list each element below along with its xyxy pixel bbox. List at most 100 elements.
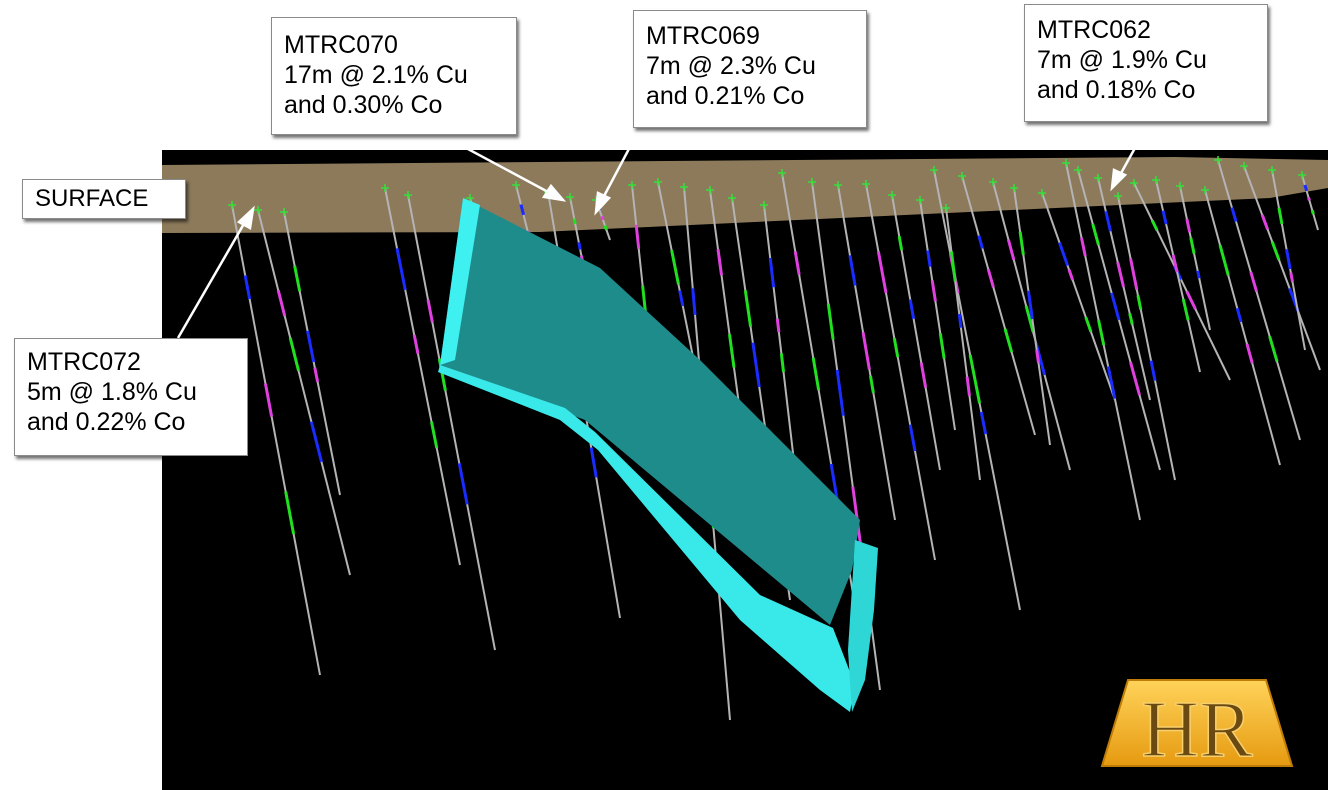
assay-interval [957,313,963,328]
drill-trace [257,209,351,576]
assay-interval [1097,319,1106,346]
collar-marker [916,196,924,204]
collar-marker [1074,166,1082,174]
assay-interval [1104,210,1112,232]
callout-mtrc072: MTRC072 5m @ 1.8% Cu and 0.22% Co [14,338,248,456]
collar-marker [888,191,896,199]
collar-marker [381,184,389,192]
assay-interval [600,215,605,221]
assay-interval [728,334,736,368]
callout-hole-id: MTRC062 [1037,16,1151,44]
assay-interval [768,257,776,288]
assay-interval [1034,342,1047,376]
collar-marker [808,178,816,186]
assay-interval [848,255,857,286]
assay-interval [1018,231,1025,256]
drill-trace [1041,192,1116,401]
drill-trace [1243,165,1321,371]
ore-body [438,198,878,712]
assay-interval [908,299,916,320]
collar-marker [778,169,786,177]
collar-marker [466,194,474,202]
assay-interval [1268,335,1279,363]
assay-interval [1249,271,1258,293]
surface-band [162,157,1328,233]
assay-interval [779,353,786,373]
assay-interval [1149,360,1157,381]
assay-interval [930,280,937,302]
assay-interval [1196,270,1201,279]
assay-interval [926,250,932,267]
assay-interval [1285,248,1292,270]
assay-interval [284,491,296,535]
assay-interval [577,242,582,250]
assay-interval [1129,361,1141,396]
assay-interval [1289,272,1294,282]
collar-marker [1094,174,1102,182]
assay-interval [1035,349,1040,363]
drill-trace [1179,185,1211,331]
drill-trace [407,194,496,651]
assay-interval [519,204,525,216]
collar-marker [1114,192,1122,200]
collar-marker [566,193,574,201]
collar-marker [1130,179,1138,187]
assay-interval [395,248,407,291]
assay-interval [306,330,316,363]
collar-marker [680,183,688,191]
assay-interval [1307,197,1311,201]
assay-interval [1260,214,1269,230]
assay-interval [968,354,982,404]
drill-trace [763,204,796,471]
collar-marker [989,178,997,186]
assay-interval [309,421,323,463]
assay-interval [851,486,862,543]
assay-interval [861,332,871,370]
assay-interval [1303,184,1309,192]
assay-interval [572,218,577,225]
assay-interval [1116,262,1125,288]
collar-marker [958,172,966,180]
drill-trace [1204,189,1281,466]
assay-interval [1136,295,1143,310]
callout-cobalt: and 0.30% Co [284,91,443,119]
collar-marker [1152,176,1160,184]
assay-interval [1128,313,1134,325]
assay-interval [670,249,680,285]
assay-interval [949,251,957,282]
assay-interval [263,383,274,417]
collar-marker [1010,184,1018,192]
assay-interval [1067,269,1075,281]
assay-interval [603,225,608,231]
assay-interval [430,421,439,449]
assay-interval [811,357,821,391]
assay-interval [678,290,685,307]
assay-interval [965,376,971,396]
callout-mtrc062: MTRC062 7m @ 1.9% Cu and 0.18% Co [1024,4,1268,122]
drill-trace [1301,174,1319,231]
assay-interval [288,337,300,371]
ore-body-ridge [440,198,480,365]
assay-interval [977,235,984,249]
assay-interval [979,411,988,435]
ore-body-top-face [440,198,860,625]
logo-text: HR [1141,686,1253,768]
assay-interval [751,342,761,388]
assay-interval [1161,210,1168,225]
assay-interval [775,318,781,333]
callout-intercept: 17m @ 2.1% Cu [284,61,468,89]
assay-interval [426,299,434,323]
ore-body-edge [848,540,878,712]
collar-marker [1176,182,1184,190]
collar-marker [404,191,412,199]
assay-interval [897,235,904,251]
collar-marker [280,208,288,216]
collar-marker [760,201,768,209]
assay-interval [276,289,287,317]
assay-interval [835,369,845,416]
assay-interval [313,367,320,383]
assay-interval [293,265,302,292]
collar-marker [1298,171,1306,179]
collar-marker [1268,166,1276,174]
collar-marker [628,181,636,189]
